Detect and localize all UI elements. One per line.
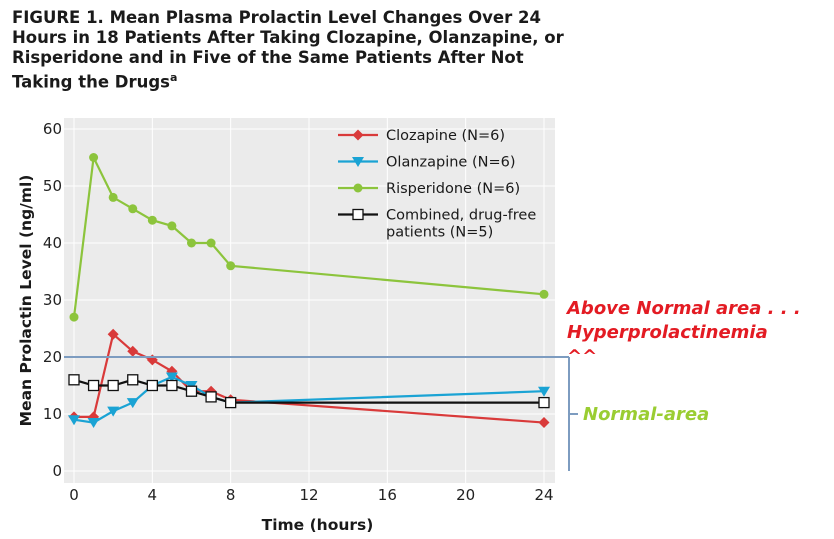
normal-area-annotation: Normal-area	[583, 404, 710, 425]
data-point	[185, 385, 198, 397]
x-tick-label: 24	[534, 486, 553, 504]
data-point	[108, 192, 118, 202]
data-point	[107, 379, 119, 392]
data-point	[147, 215, 157, 225]
data-point	[539, 289, 549, 299]
data-point	[538, 396, 550, 409]
data-point	[165, 372, 178, 383]
figure-title-text: FIGURE 1. Mean Plasma Prolactin Level Ch…	[12, 8, 564, 92]
y-tick-label: 60	[43, 120, 62, 138]
data-point	[89, 153, 99, 162]
legend-entry-0: Clozapine (N=6)	[338, 128, 505, 144]
data-point	[205, 391, 217, 403]
legend-entry-1: Olanzapine (N=6)	[338, 155, 516, 171]
series-line	[73, 378, 544, 404]
data-point	[107, 406, 120, 417]
data-point	[107, 328, 119, 340]
x-tick-label: 12	[299, 486, 318, 504]
series-line	[74, 332, 545, 424]
x-tick-label: 8	[226, 486, 236, 504]
data-point	[166, 379, 178, 392]
x-tick-label: 20	[456, 486, 475, 504]
series-2	[69, 153, 549, 322]
y-axis-label: Mean Prolactin Level (ng/ml)	[17, 175, 35, 427]
legend-label: Clozapine (N=6)	[386, 128, 505, 144]
data-point	[87, 418, 100, 429]
data-point	[538, 386, 550, 397]
data-point	[128, 204, 138, 214]
figure-title-superscript: a	[169, 71, 178, 84]
legend-label: Olanzapine (N=6)	[386, 155, 516, 171]
data-point	[206, 238, 216, 248]
series-line	[72, 153, 545, 318]
data-point	[127, 374, 139, 386]
data-point	[225, 396, 237, 409]
data-point	[538, 417, 550, 429]
legend-marker	[353, 183, 363, 193]
x-tick-label: 0	[69, 486, 79, 504]
data-point	[226, 261, 236, 271]
data-point	[68, 415, 80, 426]
x-axis-label: Time (hours)	[262, 516, 374, 534]
legend-marker	[352, 129, 364, 141]
x-tick-label: 4	[148, 486, 158, 504]
legend-marker	[352, 157, 364, 167]
y-tick-label: 40	[43, 234, 62, 252]
figure-title: FIGURE 1. Mean Plasma Prolactin Level Ch…	[12, 8, 572, 93]
data-point	[69, 312, 79, 322]
data-point	[126, 398, 139, 409]
legend-entry-2: Risperidone (N=6)	[338, 181, 520, 197]
legend-label: Combined, drug-free	[386, 208, 536, 224]
y-tick-label: 0	[52, 462, 62, 480]
data-point	[146, 379, 158, 392]
data-point	[87, 379, 100, 392]
legend-label: Risperidone (N=6)	[386, 181, 520, 197]
y-tick-label: 20	[43, 348, 62, 366]
data-point	[68, 374, 80, 386]
x-tick-label: 16	[378, 486, 397, 504]
y-tick-label: 30	[43, 291, 62, 309]
above-normal-annotation: Above Normal area . . . Hyperprolactinem…	[567, 298, 801, 367]
y-tick-label: 50	[43, 177, 62, 195]
data-point	[167, 221, 177, 231]
legend-label: patients (N=5)	[386, 225, 493, 241]
legend-marker	[352, 208, 364, 221]
y-tick-label: 10	[43, 405, 62, 423]
series-3	[68, 374, 550, 409]
data-point	[127, 345, 139, 357]
data-point	[187, 238, 196, 248]
